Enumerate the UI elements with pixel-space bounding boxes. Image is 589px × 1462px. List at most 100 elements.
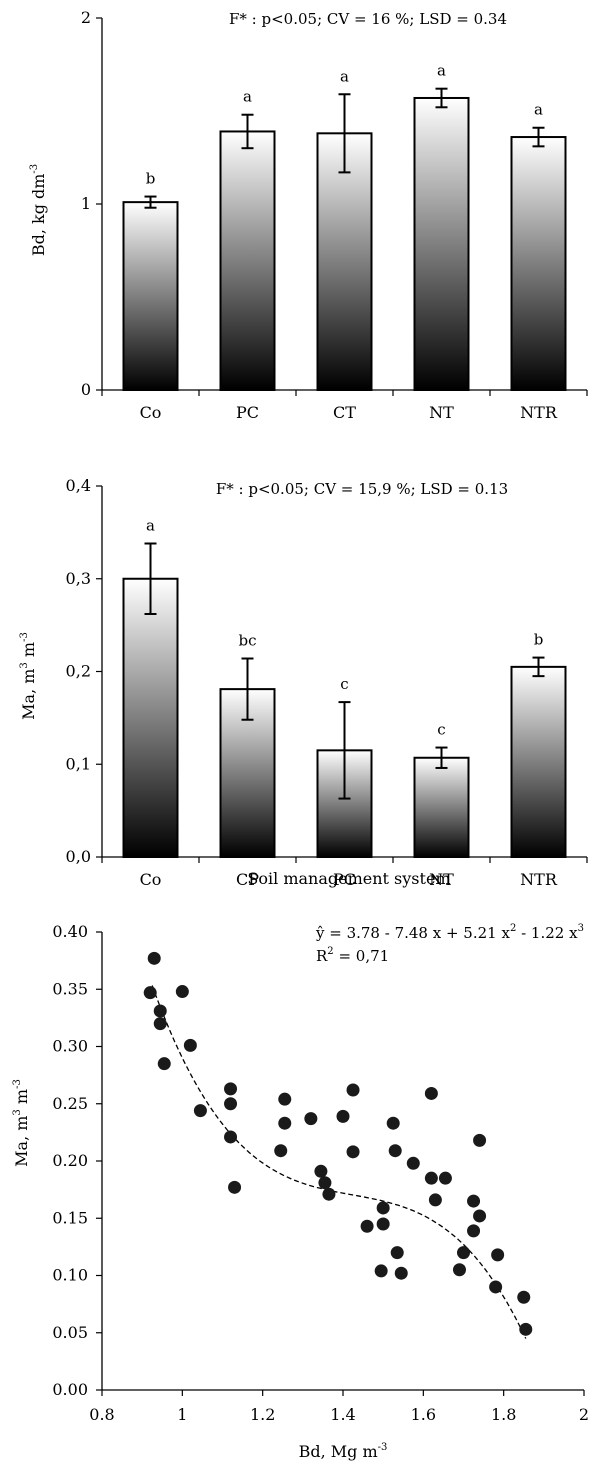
data-point bbox=[153, 1017, 167, 1031]
data-point bbox=[428, 1193, 442, 1207]
y-tick-label: 0.35 bbox=[52, 979, 88, 998]
data-point bbox=[376, 1217, 390, 1231]
data-point bbox=[438, 1171, 452, 1185]
x-tick-label: Co bbox=[140, 870, 162, 889]
macroporosity-bar-chart: F* : p<0.05; CV = 15,9 %; LSD = 0.13 Ma,… bbox=[19, 476, 588, 889]
data-point bbox=[318, 1176, 332, 1190]
x-tick-label: PC bbox=[333, 870, 356, 889]
data-point bbox=[517, 1290, 531, 1304]
x-tick-label: 1.6 bbox=[411, 1405, 436, 1424]
data-point bbox=[304, 1112, 318, 1126]
x-tick-label: NTR bbox=[520, 870, 558, 889]
data-point bbox=[336, 1109, 350, 1123]
data-point bbox=[467, 1194, 481, 1208]
chart2-bars: a bc c c b bbox=[122, 517, 567, 859]
data-point bbox=[153, 1004, 167, 1018]
bar-co bbox=[122, 577, 179, 858]
data-point bbox=[388, 1144, 402, 1158]
chart1-annotation: F* : p<0.05; CV = 16 %; LSD = 0.34 bbox=[229, 10, 507, 28]
chart2-axes: 0,0 0,1 0,2 0,3 0,4 Co CP PC NT NTR bbox=[66, 476, 588, 889]
data-point bbox=[406, 1156, 420, 1170]
data-point bbox=[157, 1057, 171, 1071]
chart1-y-axis-label: Bd, kg dm-3 bbox=[29, 164, 48, 256]
data-point bbox=[224, 1097, 238, 1111]
chart2-y-axis-label: Ma, m3 m-3 bbox=[19, 632, 38, 720]
data-point bbox=[278, 1116, 292, 1130]
y-tick-label: 0.00 bbox=[52, 1380, 88, 1399]
significance-letter: a bbox=[534, 101, 543, 119]
x-tick-label: Co bbox=[140, 403, 162, 422]
data-point bbox=[314, 1164, 328, 1178]
data-point bbox=[322, 1187, 336, 1201]
bar-ntr bbox=[510, 665, 567, 858]
data-point bbox=[346, 1145, 360, 1159]
chart3-points bbox=[143, 951, 533, 1339]
x-tick-label: NT bbox=[429, 403, 454, 422]
significance-letter: b bbox=[146, 170, 156, 188]
y-tick-label: 0.15 bbox=[52, 1208, 88, 1227]
x-tick-label: 1.2 bbox=[250, 1405, 275, 1424]
scatter-fit-chart: ŷ = 3.78 - 7.48 x + 5.21 x2 - 1.22 x3 R2… bbox=[12, 922, 589, 1461]
y-tick-label: 0,0 bbox=[66, 847, 91, 866]
chart1-axes: 0 1 2 Co PC CT NT NTR bbox=[81, 8, 588, 422]
data-point bbox=[374, 1264, 388, 1278]
bar-co bbox=[122, 201, 179, 391]
data-point bbox=[376, 1201, 390, 1215]
data-point bbox=[193, 1104, 207, 1118]
y-tick-label: 0,4 bbox=[66, 476, 91, 495]
svg-text:Bd, kg dm-3: Bd, kg dm-3 bbox=[29, 164, 48, 256]
data-point bbox=[360, 1219, 374, 1233]
data-point bbox=[143, 986, 157, 1000]
x-tick-label: NT bbox=[429, 870, 454, 889]
data-point bbox=[457, 1246, 470, 1260]
data-point bbox=[394, 1266, 408, 1280]
x-tick-label: NTR bbox=[520, 403, 558, 422]
y-tick-label: 2 bbox=[81, 8, 91, 27]
significance-letter: c bbox=[437, 721, 445, 739]
data-point bbox=[386, 1116, 400, 1130]
y-tick-label: 0.30 bbox=[52, 1037, 88, 1056]
data-point bbox=[346, 1083, 360, 1097]
x-tick-label: 1.8 bbox=[491, 1405, 516, 1424]
data-point bbox=[473, 1209, 487, 1223]
bar-ntr bbox=[510, 136, 567, 391]
y-tick-label: 0,3 bbox=[66, 569, 91, 588]
chart2-annotation: F* : p<0.05; CV = 15,9 %; LSD = 0.13 bbox=[216, 480, 508, 498]
data-point bbox=[274, 1144, 288, 1158]
data-point bbox=[452, 1263, 466, 1277]
bar-nt bbox=[413, 756, 470, 859]
fit-curve bbox=[151, 985, 527, 1339]
data-point bbox=[183, 1038, 197, 1052]
data-point bbox=[473, 1133, 487, 1147]
data-point bbox=[278, 1092, 292, 1106]
data-point bbox=[175, 985, 189, 999]
x-tick-label: 1.4 bbox=[330, 1405, 355, 1424]
chart3-x-axis-label: Bd, Mg m-3 bbox=[299, 1442, 388, 1461]
data-point bbox=[489, 1280, 503, 1294]
y-tick-label: 0.05 bbox=[52, 1323, 88, 1342]
significance-letter: a bbox=[243, 88, 252, 106]
y-tick-label: 0.20 bbox=[52, 1151, 88, 1170]
chart3-equation: ŷ = 3.78 - 7.48 x + 5.21 x2 - 1.22 x3 bbox=[315, 923, 584, 942]
y-tick-label: 0,1 bbox=[66, 754, 91, 773]
chart1-bars: b a a a a bbox=[122, 62, 567, 392]
svg-text:Ma, m3 m-3: Ma, m3 m-3 bbox=[12, 1079, 31, 1167]
significance-letter: a bbox=[437, 62, 446, 80]
data-point bbox=[424, 1086, 438, 1100]
x-tick-label: CT bbox=[333, 403, 356, 422]
y-tick-label: 0 bbox=[81, 380, 91, 399]
bar-nt bbox=[413, 96, 470, 391]
data-point bbox=[519, 1322, 533, 1336]
y-tick-label: 0.40 bbox=[52, 922, 88, 941]
data-point bbox=[424, 1171, 438, 1185]
x-tick-label: 2 bbox=[579, 1405, 589, 1424]
chart2-x-axis-label: Soil management system bbox=[247, 869, 450, 888]
data-point bbox=[467, 1224, 481, 1238]
y-tick-label: 0.25 bbox=[52, 1094, 88, 1113]
significance-letter: c bbox=[340, 675, 348, 693]
bulk-density-bar-chart: F* : p<0.05; CV = 16 %; LSD = 0.34 Bd, k… bbox=[29, 8, 588, 422]
significance-letter: a bbox=[146, 517, 155, 535]
data-point bbox=[491, 1248, 505, 1262]
x-tick-label: 1 bbox=[177, 1405, 187, 1424]
